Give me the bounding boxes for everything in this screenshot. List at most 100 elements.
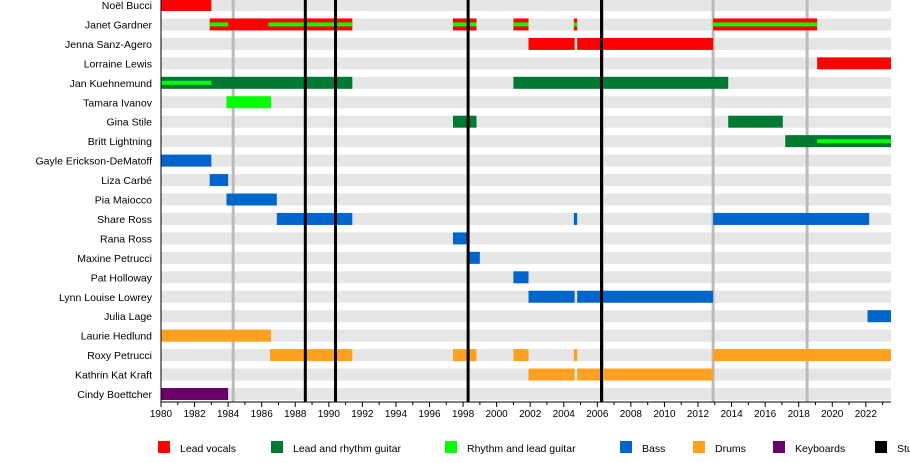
row-band	[161, 115, 891, 128]
member-bar	[867, 310, 891, 323]
x-tick-label: 2014	[720, 409, 743, 420]
member-bar	[577, 37, 714, 50]
x-tick-label: 2018	[788, 409, 811, 420]
x-tick-label: 2000	[486, 409, 509, 420]
member-bar	[226, 96, 271, 109]
x-tick-label: 1998	[452, 409, 475, 420]
x-tick-label: 1982	[183, 409, 206, 420]
member-label: Gina Stile	[106, 117, 152, 129]
member-bar	[528, 368, 575, 381]
member-label: Julia Lage	[104, 311, 152, 323]
member-bar	[713, 22, 818, 27]
member-bar	[209, 22, 229, 27]
member-label: Gayle Erickson-DeMatoff	[35, 156, 152, 168]
member-label: Lynn Louise Lowrey	[59, 292, 153, 304]
member-bar	[226, 193, 277, 206]
legend-label: Rhythm and lead guitar	[467, 443, 576, 455]
row-band	[161, 368, 891, 381]
x-tick-label: 1980	[150, 409, 173, 420]
member-bar	[513, 271, 529, 284]
member-bar	[161, 388, 229, 400]
member-bar	[713, 349, 891, 362]
x-tick-label: 2020	[821, 409, 844, 420]
member-bar	[161, 154, 212, 167]
member-bar	[728, 115, 783, 128]
row-band	[161, 57, 891, 70]
row-band	[161, 310, 891, 323]
member-label: Tamara Ivanov	[83, 97, 153, 109]
x-tick-label: 2008	[620, 409, 643, 420]
x-tick-label: 1992	[351, 409, 374, 420]
member-bar	[513, 349, 529, 362]
member-bar	[573, 212, 578, 225]
legend-label: Bass	[642, 443, 665, 455]
member-bar	[453, 232, 469, 245]
member-bar	[817, 139, 891, 144]
x-tick-label: 2004	[553, 409, 576, 420]
member-label: Janet Gardner	[85, 19, 153, 31]
member-label: Liza Carbé	[101, 175, 152, 187]
member-bar	[573, 349, 578, 362]
member-bar	[713, 212, 870, 225]
legend-swatch	[773, 441, 785, 453]
member-label: Share Ross	[97, 214, 152, 226]
x-tick-label: 2022	[855, 409, 878, 420]
x-tick-label: 2010	[653, 409, 676, 420]
member-label: Jan Kuehnemund	[70, 78, 152, 90]
member-bar	[453, 115, 477, 128]
member-bar	[209, 174, 229, 187]
x-tick-label: 2016	[754, 409, 777, 420]
legend-swatch	[445, 441, 457, 453]
row-band	[161, 37, 891, 50]
member-label: Lorraine Lewis	[84, 58, 152, 70]
legend-label: Studio albums	[897, 443, 910, 455]
x-tick-label: 2012	[687, 409, 710, 420]
x-tick-label: 2002	[519, 409, 542, 420]
legend-swatch	[158, 441, 170, 453]
member-label: Pia Maiocco	[95, 195, 152, 207]
member-label: Britt Lightning	[88, 136, 152, 148]
legend-label: Keyboards	[795, 443, 845, 455]
member-bar	[161, 0, 212, 11]
row-band	[161, 96, 891, 109]
member-bar	[453, 349, 477, 362]
member-bar	[528, 37, 575, 50]
row-band	[161, 388, 891, 400]
member-label: Roxy Petrucci	[87, 350, 152, 362]
legend-label: Lead vocals	[180, 443, 236, 455]
legend-swatch	[693, 441, 705, 453]
x-tick-label: 1994	[385, 409, 408, 420]
row-band	[161, 193, 891, 206]
member-bar	[268, 22, 353, 27]
row-band	[161, 329, 891, 342]
x-tick-label: 1988	[284, 409, 307, 420]
member-bar	[577, 368, 714, 381]
legend-label: Drums	[715, 443, 746, 455]
member-label: Jenna Sanz-Agero	[65, 39, 152, 51]
member-bar	[573, 22, 578, 27]
row-band	[161, 290, 891, 303]
member-label: Pat Holloway	[91, 272, 153, 284]
row-band	[161, 154, 891, 167]
member-bar	[161, 329, 271, 342]
member-label: Noël Bucci	[102, 0, 152, 12]
x-tick-label: 1984	[217, 409, 240, 420]
member-bar	[513, 76, 729, 89]
row-band	[161, 232, 891, 245]
member-bar	[513, 22, 529, 27]
x-tick-label: 1996	[418, 409, 441, 420]
x-tick-label: 1986	[251, 409, 274, 420]
legend-label: Lead and rhythm guitar	[293, 443, 401, 455]
member-label: Laurie Hedlund	[81, 331, 152, 343]
row-band	[161, 0, 891, 11]
member-bar	[577, 290, 714, 303]
member-bar	[817, 57, 891, 70]
legend-swatch	[620, 441, 632, 453]
x-tick-label: 1990	[318, 409, 341, 420]
row-band	[161, 251, 891, 264]
legend-swatch	[875, 441, 887, 453]
member-bar	[161, 80, 212, 85]
member-bar	[453, 22, 477, 27]
member-label: Rana Ross	[100, 233, 152, 245]
